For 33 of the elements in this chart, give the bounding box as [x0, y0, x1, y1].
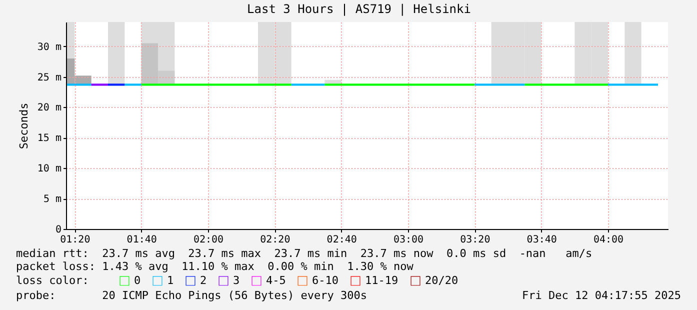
legend-label: 0 [134, 274, 141, 287]
legend-label: 11-19 [365, 274, 398, 287]
x-tick-label: 01:20 [60, 234, 90, 246]
y-tick-label: 15 m [37, 133, 62, 144]
legend-label: 3 [233, 274, 240, 287]
text: probe: 20 ICMP Echo Pings (56 Bytes) every 300s [16, 289, 367, 302]
y-tick-label: 20 m [37, 102, 62, 114]
bar [624, 22, 642, 85]
legend-label: 2 [200, 274, 207, 287]
x-tick-label: 03:20 [460, 234, 490, 246]
x-tick-label: 03:40 [526, 234, 557, 246]
x-tick-label: 02:20 [260, 234, 290, 246]
y-tick-label: 25 m [37, 72, 62, 84]
chart-title: Last 3 Hours | AS719 | Helsinki [247, 2, 471, 16]
y-axis-title: Seconds [17, 102, 30, 150]
x-tick-label: 02:40 [326, 234, 357, 246]
x-tick-label: 03:00 [393, 234, 424, 246]
text: packet loss: 1.43 % avg 11.10 % max 0.00 % min 1.30 % now [16, 260, 414, 273]
text: median rtt: 23.7 ms avg 23.7 ms max 23.7 ms min 23.7 ms now 0.0 ms sd -nan am/s [16, 247, 592, 260]
bar [108, 22, 125, 85]
legend-label: 1 [167, 274, 174, 287]
y-tick-label: 5 m [43, 194, 62, 206]
legend-label: 4-5 [266, 274, 286, 287]
text: Fri Dec 12 04:17:55 2025 [522, 289, 681, 302]
legend-label: 20/20 [425, 274, 458, 287]
x-tick-label: 01:40 [126, 234, 157, 246]
x-tick-label: 04:00 [593, 234, 624, 246]
y-tick-label: 0 [55, 224, 62, 236]
legend-label: 6-10 [312, 274, 338, 287]
y-tick-label: 10 m [37, 164, 62, 175]
x-tick-label: 02:00 [193, 234, 224, 246]
legend-title: loss color: [16, 274, 89, 287]
y-tick-label: 30 m [37, 42, 62, 53]
